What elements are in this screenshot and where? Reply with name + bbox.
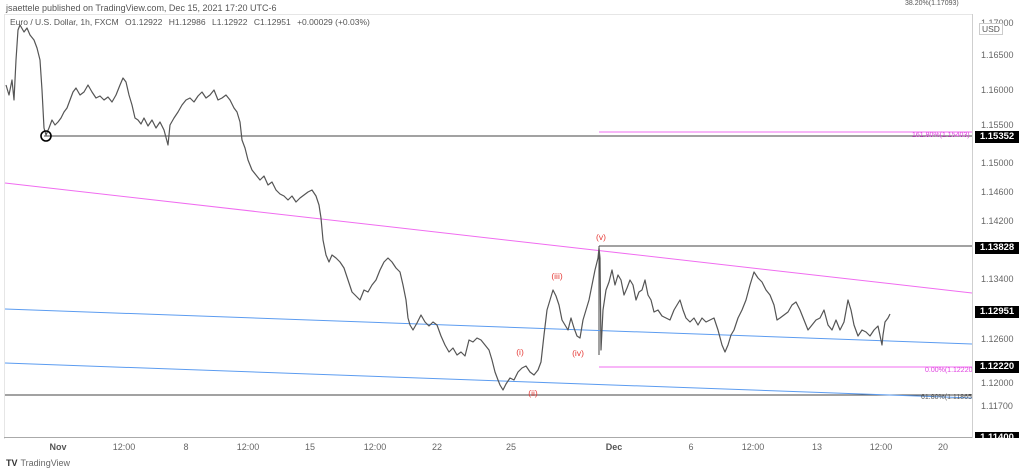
price-tag-1-11400: 1.11400 (975, 432, 1019, 438)
fib-label-61-8: 61.80%(1.11865) (921, 394, 975, 401)
tick-1-14600: 1.14600 (981, 187, 1014, 197)
time-label: 12:00 (741, 442, 765, 452)
time-label: 25 (505, 442, 517, 452)
wave-label-iv: (iv) (572, 348, 584, 358)
price-tag-1-15352: 1.15352 (975, 131, 1019, 143)
blue-trendline-lower (4, 362, 972, 399)
tradingview-brand[interactable]: TV TradingView (6, 458, 70, 468)
time-label: 8 (183, 442, 189, 452)
tick-1-15000: 1.15000 (981, 158, 1014, 168)
fib-label-0: 0.00%(1.12220) (925, 367, 975, 374)
wave-label-v: (v) (596, 232, 606, 242)
chart-frame (4, 14, 1017, 439)
pink-trendline (4, 182, 972, 294)
ohlc-change: +0.00029 (+0.03%) (297, 17, 370, 27)
fib-label-38-2: 38.20%(1.17093) (905, 0, 959, 7)
time-label: 20 (937, 442, 949, 452)
time-label: 15 (304, 442, 316, 452)
time-label: 13 (811, 442, 823, 452)
time-label: 6 (688, 442, 694, 452)
ohlc-open: O1.12922 (125, 17, 163, 27)
tick-1-16000: 1.16000 (981, 85, 1014, 95)
wave-label-i: (i) (516, 347, 524, 357)
symbol-legend: Euro / U.S. Dollar, 1h, FXCM O1.12922 H1… (10, 17, 374, 27)
tick-1-15500: 1.15500 (981, 120, 1014, 130)
publisher-line: jsaettele published on TradingView.com, … (6, 3, 277, 13)
time-label-dec: Dec (605, 442, 623, 452)
price-tag-1-13828: 1.13828 (975, 242, 1019, 254)
time-axis[interactable]: Nov 12:00 8 12:00 15 12:00 22 25 Dec 6 1… (4, 437, 972, 454)
tick-1-12600: 1.12600 (981, 334, 1014, 344)
tick-1-11700: 1.11700 (981, 401, 1013, 411)
price-axis[interactable]: 1.17000 USD 1.16500 1.16000 1.15500 1.15… (972, 14, 1021, 438)
fib-label-161-8: 161.80%(1.15403) (912, 132, 970, 139)
tick-1-12000: 1.12000 (981, 378, 1014, 388)
tick-1-14200: 1.14200 (981, 216, 1014, 226)
tick-1-13400: 1.13400 (981, 274, 1014, 284)
time-label: 22 (431, 442, 443, 452)
ohlc-close: C1.12951 (253, 17, 291, 27)
time-label: 12:00 (363, 442, 387, 452)
wave-label-ii: (ii) (528, 388, 538, 398)
time-label-nov: Nov (49, 442, 67, 452)
time-label: 12:00 (869, 442, 893, 452)
price-line (5, 24, 891, 391)
price-tag-last-1-12951: 1.12951 (975, 306, 1019, 318)
wave-label-iii: (iii) (551, 271, 563, 281)
blue-trendline-upper (4, 308, 972, 345)
swing-low-circle (40, 130, 52, 142)
currency-badge[interactable]: USD (979, 23, 1003, 35)
brand-name: TradingView (20, 458, 71, 468)
tradingview-logo-icon: TV (6, 458, 18, 468)
tick-1-16500: 1.16500 (981, 50, 1014, 60)
time-label: 12:00 (236, 442, 260, 452)
chart-plot-area[interactable] (0, 0, 972, 437)
time-label: 12:00 (112, 442, 136, 452)
price-tag-1-12220: 1.12220 (975, 361, 1019, 373)
ohlc-low: L1.12922 (212, 17, 248, 27)
ohlc-high: H1.12986 (168, 17, 206, 27)
symbol-name[interactable]: Euro / U.S. Dollar, 1h, FXCM (10, 17, 119, 27)
